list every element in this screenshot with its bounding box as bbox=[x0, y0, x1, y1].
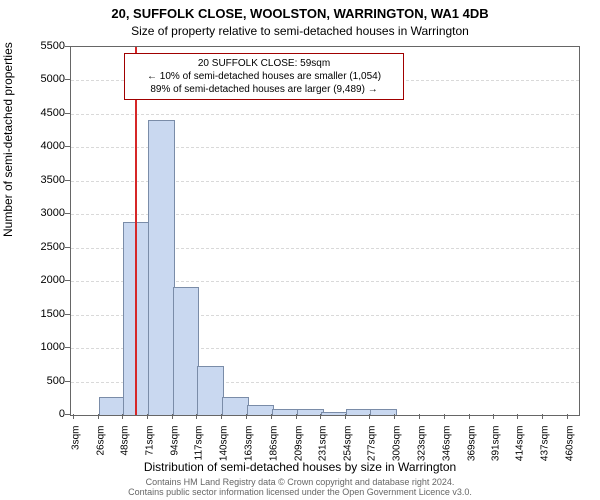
ytick-mark bbox=[65, 79, 70, 80]
xtick-label: 3sqm bbox=[71, 426, 82, 486]
xtick-label: 117sqm bbox=[194, 426, 205, 486]
xtick-mark bbox=[369, 414, 370, 419]
xtick-label: 94sqm bbox=[169, 426, 180, 486]
histogram-bar bbox=[222, 397, 249, 415]
ytick-mark bbox=[65, 213, 70, 214]
xtick-mark bbox=[444, 414, 445, 419]
ytick-label: 3500 bbox=[5, 174, 65, 186]
annotation-line1: 20 SUFFOLK CLOSE: 59sqm bbox=[131, 57, 396, 70]
ytick-mark bbox=[65, 347, 70, 348]
reference-line bbox=[135, 47, 137, 415]
footer-line2: Contains public sector information licen… bbox=[0, 488, 600, 498]
histogram-bar bbox=[272, 409, 299, 415]
xtick-label: 26sqm bbox=[96, 426, 107, 486]
histogram-bar bbox=[370, 409, 397, 415]
xtick-mark bbox=[517, 414, 518, 419]
xtick-label: 369sqm bbox=[466, 426, 477, 486]
ytick-label: 5500 bbox=[5, 40, 65, 52]
histogram-bar bbox=[321, 412, 348, 415]
xtick-label: 48sqm bbox=[119, 426, 130, 486]
ytick-label: 1000 bbox=[5, 341, 65, 353]
chart-container: 20, SUFFOLK CLOSE, WOOLSTON, WARRINGTON,… bbox=[0, 0, 600, 500]
ytick-mark bbox=[65, 180, 70, 181]
xtick-mark bbox=[419, 414, 420, 419]
ytick-mark bbox=[65, 146, 70, 147]
xtick-label: 414sqm bbox=[515, 426, 526, 486]
ytick-label: 5000 bbox=[5, 73, 65, 85]
ytick-label: 1500 bbox=[5, 308, 65, 320]
xtick-label: 277sqm bbox=[367, 426, 378, 486]
xtick-mark bbox=[147, 414, 148, 419]
gridline-h bbox=[71, 114, 579, 115]
ytick-mark bbox=[65, 280, 70, 281]
histogram-bar bbox=[148, 120, 175, 415]
ytick-label: 500 bbox=[5, 375, 65, 387]
xtick-label: 300sqm bbox=[392, 426, 403, 486]
xtick-mark bbox=[172, 414, 173, 419]
xtick-mark bbox=[221, 414, 222, 419]
chart-title-line2: Size of property relative to semi-detach… bbox=[0, 24, 600, 38]
xtick-label: 346sqm bbox=[441, 426, 452, 486]
histogram-bar bbox=[346, 409, 373, 415]
ytick-label: 2500 bbox=[5, 241, 65, 253]
ytick-label: 4500 bbox=[5, 107, 65, 119]
xtick-label: 254sqm bbox=[342, 426, 353, 486]
xtick-mark bbox=[98, 414, 99, 419]
annotation-line2: ← 10% of semi-detached houses are smalle… bbox=[131, 70, 396, 83]
xtick-label: 231sqm bbox=[317, 426, 328, 486]
ytick-mark bbox=[65, 247, 70, 248]
xtick-mark bbox=[345, 414, 346, 419]
xtick-mark bbox=[296, 414, 297, 419]
ytick-label: 3000 bbox=[5, 207, 65, 219]
ytick-label: 4000 bbox=[5, 140, 65, 152]
xtick-label: 460sqm bbox=[565, 426, 576, 486]
xtick-label: 437sqm bbox=[540, 426, 551, 486]
histogram-bar bbox=[173, 287, 200, 415]
ytick-mark bbox=[65, 113, 70, 114]
xtick-mark bbox=[542, 414, 543, 419]
xtick-mark bbox=[246, 414, 247, 419]
xtick-mark bbox=[73, 414, 74, 419]
xtick-mark bbox=[469, 414, 470, 419]
ytick-mark bbox=[65, 46, 70, 47]
xtick-mark bbox=[567, 414, 568, 419]
plot-area: 20 SUFFOLK CLOSE: 59sqm ← 10% of semi-de… bbox=[70, 46, 580, 416]
xtick-label: 209sqm bbox=[293, 426, 304, 486]
histogram-bar bbox=[197, 366, 224, 415]
xtick-mark bbox=[394, 414, 395, 419]
xtick-label: 186sqm bbox=[269, 426, 280, 486]
ytick-mark bbox=[65, 381, 70, 382]
xtick-label: 323sqm bbox=[417, 426, 428, 486]
ytick-mark bbox=[65, 314, 70, 315]
xtick-mark bbox=[493, 414, 494, 419]
ytick-label: 2000 bbox=[5, 274, 65, 286]
xtick-label: 140sqm bbox=[219, 426, 230, 486]
xtick-mark bbox=[122, 414, 123, 419]
ytick-label: 0 bbox=[5, 408, 65, 420]
xtick-mark bbox=[196, 414, 197, 419]
xtick-label: 71sqm bbox=[144, 426, 155, 486]
xtick-mark bbox=[271, 414, 272, 419]
xtick-label: 391sqm bbox=[490, 426, 501, 486]
histogram-bar bbox=[247, 405, 274, 415]
xtick-mark bbox=[320, 414, 321, 419]
annotation-line3: 89% of semi-detached houses are larger (… bbox=[131, 83, 396, 96]
chart-title-line1: 20, SUFFOLK CLOSE, WOOLSTON, WARRINGTON,… bbox=[0, 6, 600, 21]
annotation-box: 20 SUFFOLK CLOSE: 59sqm ← 10% of semi-de… bbox=[124, 53, 403, 100]
xtick-label: 163sqm bbox=[244, 426, 255, 486]
ytick-mark bbox=[65, 414, 70, 415]
